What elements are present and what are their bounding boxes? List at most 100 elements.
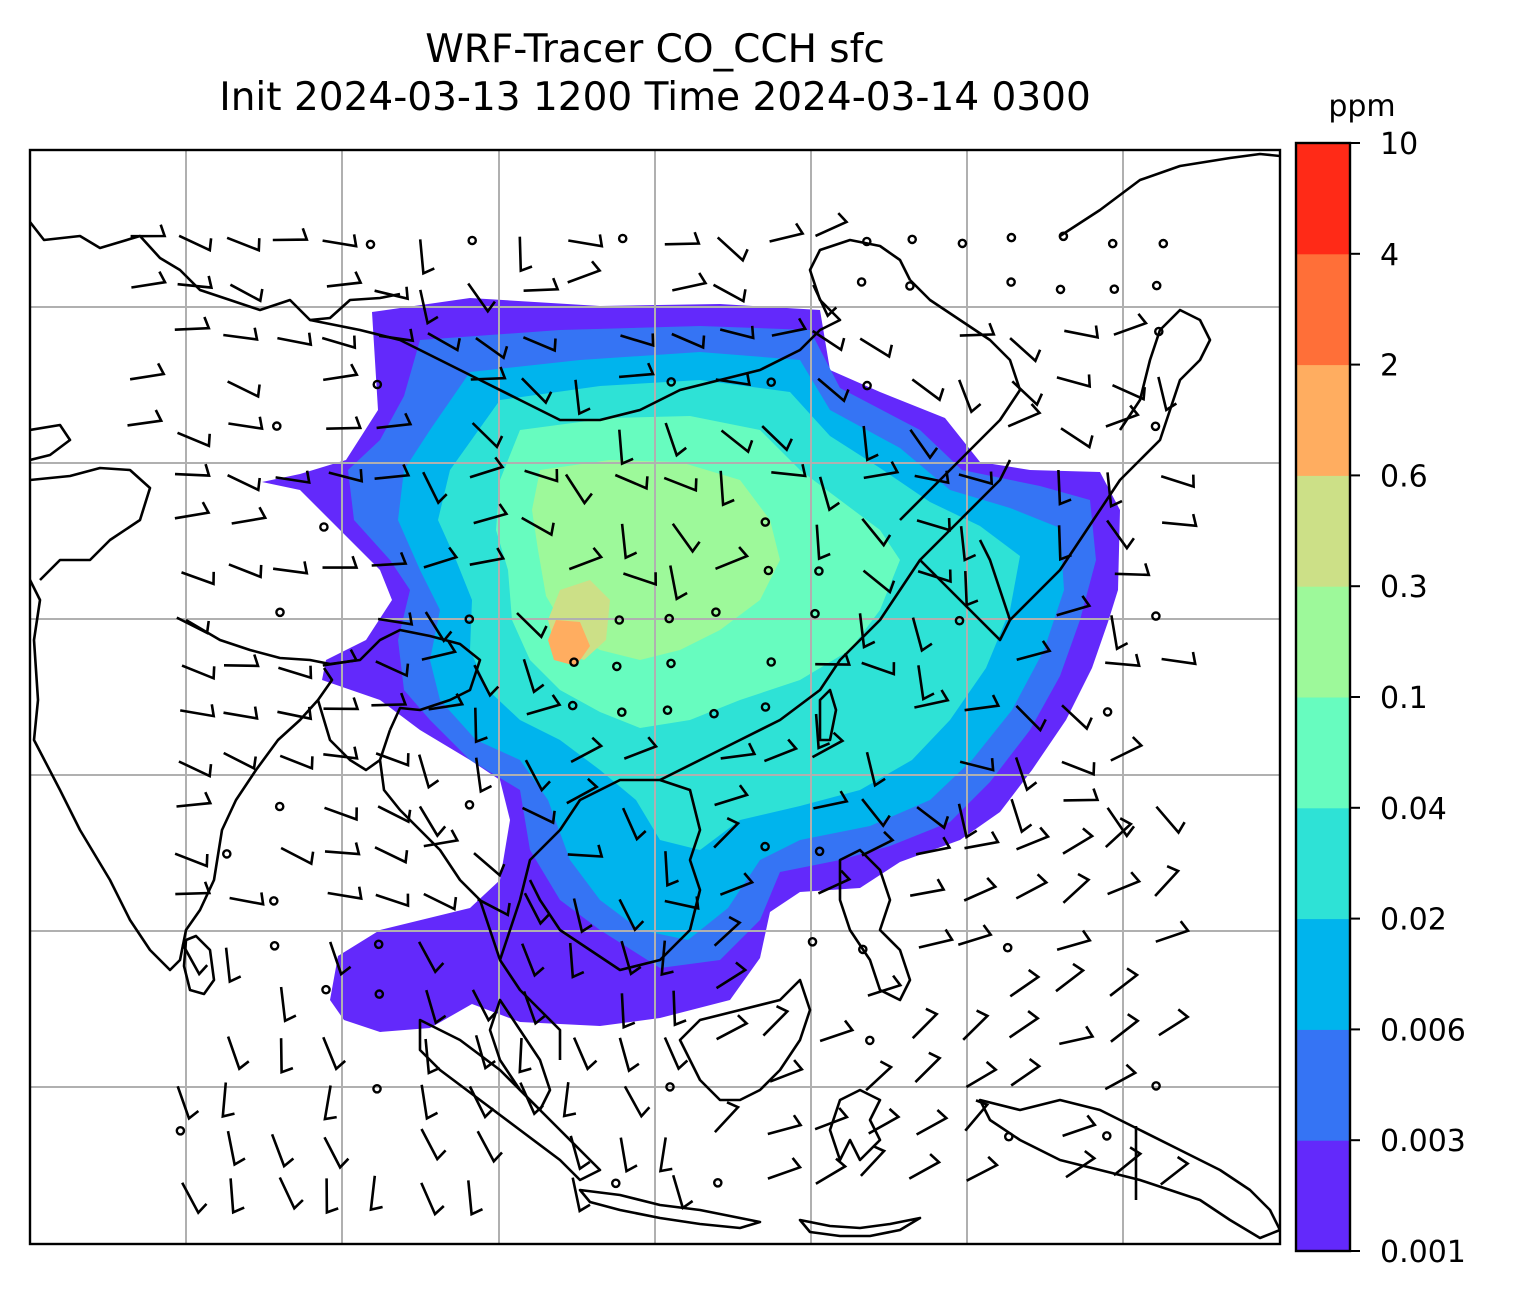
wind-barb [177,275,214,290]
colorbar-tick-label: 0.02 [1380,903,1447,938]
wind-barb [623,736,659,760]
wind-barb [417,941,445,975]
calm-wind-marker [1109,284,1120,295]
colorbar-tick-label: 4 [1380,238,1399,273]
wind-barb [328,469,364,483]
wind-barb [1055,962,1086,993]
calm-wind-marker [766,377,777,388]
coast-borneo [678,978,812,1102]
wind-barb [917,665,935,701]
wind-barb [570,736,604,764]
calm-wind-marker [464,614,475,625]
wind-barb [1154,865,1181,897]
wind-barb [371,551,408,567]
wind-barb [375,660,410,678]
wind-barb [131,270,167,289]
calm-wind-marker [612,661,622,672]
wind-barb [966,1155,1000,1182]
wind-barb [664,422,687,458]
wind-barb [1009,968,1041,998]
coast-sulawesi [828,1088,882,1162]
calm-wind-marker [274,801,285,812]
wind-barb [811,731,845,759]
wind-barb [868,1107,901,1135]
calm-wind-marker [814,566,824,576]
wind-barb [374,463,411,480]
wind-barb [671,332,706,350]
wind-barb [226,1036,250,1071]
wind-barb [567,260,602,284]
calm-wind-marker [365,239,376,250]
wind-barb [1113,312,1149,336]
calm-wind-marker [666,377,677,387]
wind-barb [420,1084,439,1121]
wind-barb [424,611,453,644]
wind-barb [1155,805,1186,835]
wind-barb [763,738,799,763]
wind-barbs [127,212,1198,1217]
wind-barb [1010,798,1033,834]
wind-barb [469,547,506,566]
wind-barb [813,790,849,810]
colorbar-tick-label: 0.006 [1380,1013,1466,1048]
wind-barb [127,409,164,427]
wind-barb [427,332,461,353]
title-line-2: Init 2024-03-13 1200 Time 2024-03-14 030… [219,75,1091,120]
wind-barb [815,652,852,666]
colorbar-band-6 [1296,586,1350,698]
wind-barb [419,289,439,326]
border-himalaya [185,618,482,731]
wind-barb [620,940,642,976]
wind-barb [1016,640,1052,662]
wind-barb [572,1037,598,1071]
wind-barb [520,377,553,405]
wind-barb [618,898,645,932]
calm-wind-marker [269,941,280,951]
wind-barb [323,1136,350,1170]
colorbar-band-7 [1296,475,1350,587]
wind-barb [812,284,838,318]
wind-barb [564,473,593,506]
wind-barb [614,473,649,491]
wind-barb [523,892,550,926]
calm-wind-marker [1058,231,1069,242]
wind-barb [818,476,841,512]
wind-barb [226,236,261,253]
wind-barb [1111,384,1146,402]
calm-wind-marker [1102,707,1113,717]
wind-barb [862,425,879,462]
coast-taiwan [818,688,838,742]
wind-barb [908,1153,942,1180]
wind-barb [620,523,638,560]
wind-barb [664,896,700,910]
wind-barb [323,1085,337,1121]
wind-barb [279,754,314,771]
wind-barb [1105,404,1140,428]
wind-barb [959,757,995,772]
wind-barb [916,806,950,830]
calm-wind-marker [372,1084,382,1094]
wind-barb [769,222,805,243]
wind-barb [277,706,313,721]
calm-wind-marker [664,613,675,624]
wind-barb [817,869,852,895]
wind-barb [715,372,752,387]
wind-barb [957,803,978,840]
calm-wind-marker [1002,942,1013,953]
calm-wind-marker [275,607,285,618]
coast-philippines [838,848,912,1002]
colorbar-band-10 [1296,143,1350,255]
wind-barb [814,1107,850,1131]
wind-barb [567,844,604,858]
wind-barb [181,571,215,586]
wind-barb [1110,615,1129,651]
wind-barb [1064,325,1100,340]
wind-barb [1008,1010,1040,1039]
colorbar-tick-label: 10 [1380,127,1418,162]
wind-barb [911,378,945,402]
wind-barb [521,516,555,537]
wind-barb [571,1177,591,1213]
figure-title: WRF-Tracer CO_CCH sfc Init 2024-03-13 12… [30,26,1280,122]
wind-barb [964,694,1001,712]
